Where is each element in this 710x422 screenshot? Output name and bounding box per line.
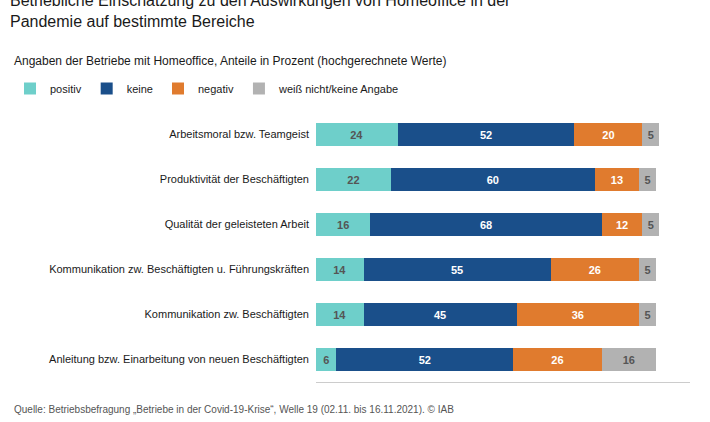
svg-text:Betriebliche Einschätzung zu d: Betriebliche Einschätzung zu den Auswirk… bbox=[10, 0, 511, 30]
svg-text:22: 22 bbox=[347, 174, 359, 186]
svg-text:68: 68 bbox=[480, 219, 492, 231]
svg-text:weiß nicht/keine Angabe: weiß nicht/keine Angabe bbox=[278, 83, 398, 95]
svg-text:keine: keine bbox=[127, 83, 153, 95]
svg-text:26: 26 bbox=[589, 264, 601, 276]
svg-text:14: 14 bbox=[333, 309, 346, 321]
svg-text:Arbeitsmoral bzw. Teamgeist: Arbeitsmoral bzw. Teamgeist bbox=[169, 128, 309, 140]
svg-text:52: 52 bbox=[480, 129, 492, 141]
svg-text:Qualität der geleisteten Arbei: Qualität der geleisteten Arbeit bbox=[165, 218, 309, 230]
svg-text:20: 20 bbox=[602, 129, 614, 141]
svg-text:Kommunikation zw. Beschäftigte: Kommunikation zw. Beschäftigten u. Führu… bbox=[49, 263, 309, 275]
svg-text:Quelle: Betriebsbefragung „Bet: Quelle: Betriebsbefragung „Betriebe in d… bbox=[14, 404, 454, 415]
svg-text:positiv: positiv bbox=[50, 83, 82, 95]
svg-text:Kommunikation zw. Beschäftigte: Kommunikation zw. Beschäftigten bbox=[145, 308, 309, 320]
svg-text:5: 5 bbox=[648, 219, 654, 231]
svg-text:52: 52 bbox=[419, 354, 431, 366]
svg-text:45: 45 bbox=[434, 309, 446, 321]
svg-text:13: 13 bbox=[611, 174, 623, 186]
svg-text:55: 55 bbox=[451, 264, 463, 276]
svg-text:Angaben der Betriebe mit Homeo: Angaben der Betriebe mit Homeoffice, Ant… bbox=[14, 54, 446, 68]
svg-text:24: 24 bbox=[350, 129, 363, 141]
svg-text:5: 5 bbox=[644, 174, 650, 186]
svg-text:16: 16 bbox=[337, 219, 349, 231]
svg-text:16: 16 bbox=[623, 354, 635, 366]
svg-text:5: 5 bbox=[644, 264, 650, 276]
svg-text:26: 26 bbox=[551, 354, 563, 366]
svg-text:Produktivität der Beschäftigte: Produktivität der Beschäftigten bbox=[160, 173, 309, 185]
svg-text:36: 36 bbox=[572, 309, 584, 321]
svg-text:60: 60 bbox=[487, 174, 499, 186]
svg-text:Anleitung bzw. Einarbeitung vo: Anleitung bzw. Einarbeitung von neuen Be… bbox=[49, 353, 309, 365]
svg-text:negativ: negativ bbox=[198, 83, 234, 95]
svg-text:6: 6 bbox=[323, 354, 329, 366]
svg-text:12: 12 bbox=[616, 219, 628, 231]
svg-text:5: 5 bbox=[644, 309, 650, 321]
svg-text:5: 5 bbox=[648, 129, 654, 141]
svg-text:14: 14 bbox=[333, 264, 346, 276]
